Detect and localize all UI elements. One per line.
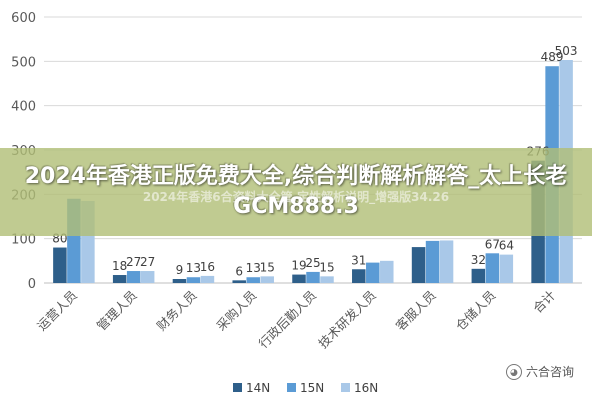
data-label: 13: [186, 261, 201, 275]
category-label: 仓储人员: [452, 288, 498, 334]
bar: [439, 240, 454, 283]
data-label: 67: [485, 237, 500, 251]
data-label: 9: [176, 263, 184, 277]
bar: [232, 280, 246, 283]
legend-swatch: [233, 383, 242, 392]
bar: [380, 260, 394, 283]
data-label: 27: [126, 255, 141, 269]
data-label: 32: [471, 253, 486, 267]
banner-subtitle: 2024年香港6合资料大全管,定性解析说明_增强版34.26: [142, 190, 450, 204]
data-label: 503: [555, 44, 578, 58]
category-label: 客服人员: [393, 288, 439, 334]
category-label: 采购人员: [213, 288, 259, 334]
data-label: 489: [541, 50, 564, 64]
y-tick-label: 400: [11, 100, 36, 115]
y-tick-label: 500: [11, 55, 36, 70]
bar: [306, 271, 320, 283]
data-label: 25: [305, 256, 320, 270]
category-label: 合计: [530, 288, 558, 316]
category-label: 财务人员: [154, 288, 200, 334]
bar: [126, 271, 141, 283]
category-label: 管理人员: [94, 288, 140, 334]
bar: [246, 277, 260, 283]
bar: [320, 276, 334, 283]
wechat-icon: ◕: [505, 363, 522, 380]
bar: [200, 275, 215, 283]
bar: [260, 276, 274, 283]
data-label: 64: [499, 239, 514, 253]
bar: [366, 262, 380, 283]
bar: [53, 247, 67, 283]
data-label: 18: [112, 259, 127, 273]
data-label: 13: [246, 261, 261, 275]
watermark: ◕ 六合咨询: [505, 363, 574, 380]
legend: 14N 15N 16N: [233, 381, 378, 395]
legend-label: 16N: [354, 381, 378, 395]
bar: [112, 275, 127, 283]
bar: [471, 268, 486, 283]
watermark-text: 六合咨询: [525, 365, 574, 379]
y-tick-label: 0: [28, 277, 36, 292]
legend-label: 14N: [246, 381, 270, 395]
bar: [352, 269, 366, 283]
y-tick-label: 100: [11, 233, 36, 248]
category-label: 技术研发人员: [315, 288, 379, 352]
bar: [425, 240, 440, 283]
data-label: 6: [235, 264, 243, 278]
bar: [186, 277, 201, 283]
legend-label: 15N: [300, 381, 324, 395]
bar: [485, 253, 500, 283]
bar: [411, 247, 426, 283]
y-tick-label: 600: [11, 11, 36, 26]
promo-banner: 2024年香港正版免费大全,综合判断解析解答_太上长老GCM888.3 2024…: [0, 148, 592, 236]
banner-title: 2024年香港正版免费大全,综合判断解析解答_太上长老GCM888.3: [24, 164, 568, 219]
data-label: 16: [200, 260, 215, 274]
bar: [499, 254, 514, 283]
data-label: 15: [319, 260, 334, 274]
data-label: 31: [351, 253, 366, 267]
category-label: 运营人员: [34, 288, 80, 334]
data-label: 15: [260, 260, 275, 274]
data-label: 19: [291, 259, 306, 273]
bar: [292, 274, 306, 283]
legend-swatch: [341, 383, 350, 392]
data-labels: 8018272791316613151925153132676427648950…: [52, 44, 577, 278]
bar: [140, 271, 155, 283]
bar: [172, 279, 187, 283]
legend-swatch: [287, 383, 296, 392]
data-label: 27: [140, 255, 155, 269]
category-label: 行政后勤人员: [255, 288, 319, 352]
